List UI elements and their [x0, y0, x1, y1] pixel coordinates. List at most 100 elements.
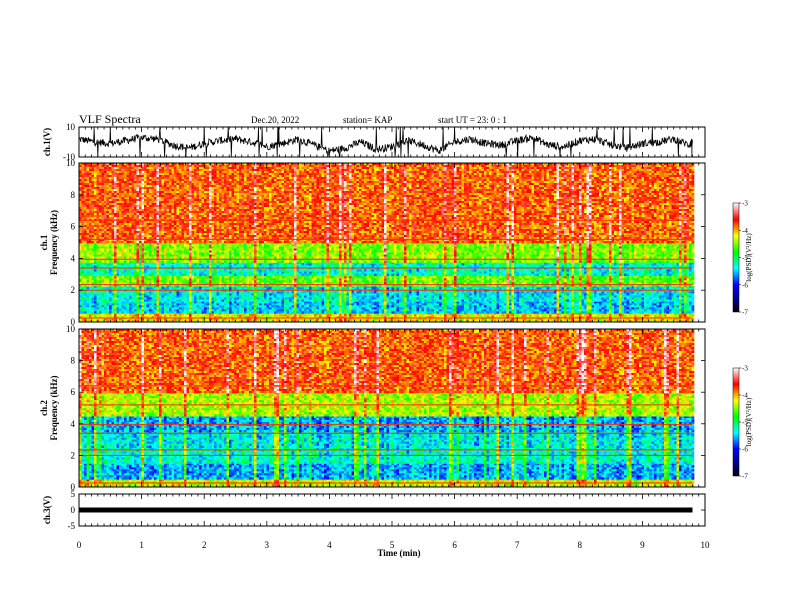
ch1-spectrogram-cell — [629, 307, 632, 309]
ch1-spectrogram-cell — [194, 305, 197, 307]
ch1-spectrogram-cell — [412, 293, 415, 295]
ch1-spectrogram-cell — [202, 295, 205, 297]
ch1-spectrogram-cell — [319, 309, 322, 311]
ch1-spectrogram-cell — [414, 318, 417, 320]
ch1-spectrogram-cell — [662, 307, 665, 309]
ch1-spectrogram-cell — [274, 307, 277, 309]
ch1-spectrogram-cell — [372, 291, 375, 293]
ch1-spectrogram-cell — [399, 287, 402, 289]
ch1-spectrogram-cell — [437, 297, 440, 299]
ch1-spectrogram-cell — [127, 314, 130, 316]
ch1-spectrogram-cell — [627, 314, 630, 316]
ch1-spectrogram-cell — [517, 305, 520, 307]
ch1-spectrogram-cell — [349, 291, 352, 293]
ch1-spectrogram-cell — [477, 297, 480, 299]
ch1-spectrogram-cell — [357, 299, 360, 301]
ch1-spectrogram-cell — [262, 309, 265, 311]
ch1-spectrogram-cell — [144, 305, 147, 307]
ch1-spectrogram-cell — [124, 305, 127, 307]
ch1-spectrogram-cell — [352, 314, 355, 316]
ch1-spectrogram-cell — [167, 305, 170, 307]
ch1-spectrogram-cell — [267, 307, 270, 309]
ch1-spectrogram-cell — [607, 314, 610, 316]
ch1-spectrogram-cell — [517, 309, 520, 311]
ch1-spectrogram-cell — [164, 314, 167, 316]
ch1-spectrogram-cell — [169, 309, 172, 311]
ch1-spectrogram-cell — [472, 291, 475, 293]
ch1-spectrogram-cell — [622, 309, 625, 311]
ch1-spectrogram-cell — [472, 293, 475, 295]
ch1-spectrogram-cell — [652, 293, 655, 295]
ch1-spectrogram-cell — [437, 311, 440, 313]
ch1-spectrogram-cell — [402, 309, 405, 311]
ch1-spectrogram-cell — [572, 307, 575, 309]
ch1-spectrogram-cell — [557, 303, 560, 305]
ch1-spectrogram-cell — [204, 311, 207, 313]
ch1-spectrogram-cell — [112, 303, 115, 305]
ch1-spectrogram-cell — [179, 303, 182, 305]
ch1-spectrogram-cell — [217, 295, 220, 297]
ch1-spectrogram-cell — [487, 314, 490, 316]
ch1-spectrogram-cell — [212, 297, 215, 299]
ch1-spectrogram-cell — [624, 287, 627, 289]
ch1-spectrogram-cell — [587, 293, 590, 295]
ch1-spectrogram-cell — [672, 305, 675, 307]
ch1-spectrogram-cell — [337, 297, 340, 299]
ch1-spectrogram-cell — [214, 314, 217, 316]
ch1-spectrogram-cell — [369, 291, 372, 293]
ch1-spectrogram-cell — [514, 291, 517, 293]
ch1-spectrogram-cell — [657, 297, 660, 299]
ch1-spectrogram-cell — [147, 311, 150, 313]
ch1-spectrogram-cell — [547, 299, 550, 301]
ch1-spectrogram-cell — [132, 287, 135, 289]
ch1-spectrogram-cell — [107, 314, 110, 316]
ch1-spectrogram-cell — [87, 318, 90, 320]
ch1-spectrogram-cell — [304, 299, 307, 301]
ch1-spectrogram-cell — [114, 291, 117, 293]
ch1-spectrogram-cell — [117, 293, 120, 295]
ch1-spectrogram-cell — [132, 314, 135, 316]
ch1-spectrogram-cell — [169, 299, 172, 301]
ch1-spectrogram-cell — [329, 309, 332, 311]
ch1-spectrogram-cell — [579, 295, 582, 297]
ch1-spectrogram-cell — [362, 307, 365, 309]
ch1-spectrogram-cell — [229, 299, 232, 301]
ch1-spectrogram-cell — [554, 293, 557, 295]
ch1-spectrogram-cell — [147, 295, 150, 297]
ch1-spectrogram-cell — [232, 287, 235, 289]
ch1-spectrogram-cell — [299, 299, 302, 301]
ch1-spectrogram-cell — [109, 309, 112, 311]
ch1-spectrogram-cell — [384, 291, 387, 293]
ch1-spectrogram-cell — [497, 297, 500, 299]
ch1-spectrogram-cell — [144, 303, 147, 305]
ch1-spectrogram-cell — [534, 287, 537, 289]
ch1-spectrogram-cell — [102, 295, 105, 297]
ch1-spectrogram-cell — [557, 311, 560, 313]
ch1-spectrogram-cell — [402, 293, 405, 295]
ch1-spectrogram-cell — [662, 311, 665, 313]
ch1-spectrogram-cell — [304, 293, 307, 295]
ch1-spectrogram-cell — [677, 303, 680, 305]
ch1-spectrogram-cell — [562, 293, 565, 295]
ch1-spectrogram-cell — [107, 303, 110, 305]
ch1-spectrogram-cell — [639, 299, 642, 301]
ch1-spectrogram-cell — [532, 309, 535, 311]
ch1-spectrogram-cell — [157, 309, 160, 311]
ch1-spectrogram-cell — [674, 307, 677, 309]
ch1-spectrogram-cell — [507, 295, 510, 297]
ch1-spectrogram-cell — [532, 318, 535, 320]
ch1-spectrogram-cell — [117, 314, 120, 316]
ch1-spectrogram-cell — [617, 295, 620, 297]
ch1-spectrogram-cell — [429, 311, 432, 313]
ch1-spectrogram-cell — [534, 291, 537, 293]
ch1-spectrogram-cell — [232, 307, 235, 309]
ch1-spectrogram-cell — [189, 314, 192, 316]
ch1-spectrogram-cell — [439, 295, 442, 297]
ch1-spectrogram-cell — [647, 291, 650, 293]
ch1-spectrogram-cell — [284, 291, 287, 293]
ch1-spectrogram-cell — [127, 287, 130, 289]
ch1-spectrogram-cell — [174, 303, 177, 305]
ch1-spectrogram-cell — [592, 293, 595, 295]
ch1-spectrogram-cell — [294, 305, 297, 307]
ch1-spectrogram-cell — [222, 299, 225, 301]
